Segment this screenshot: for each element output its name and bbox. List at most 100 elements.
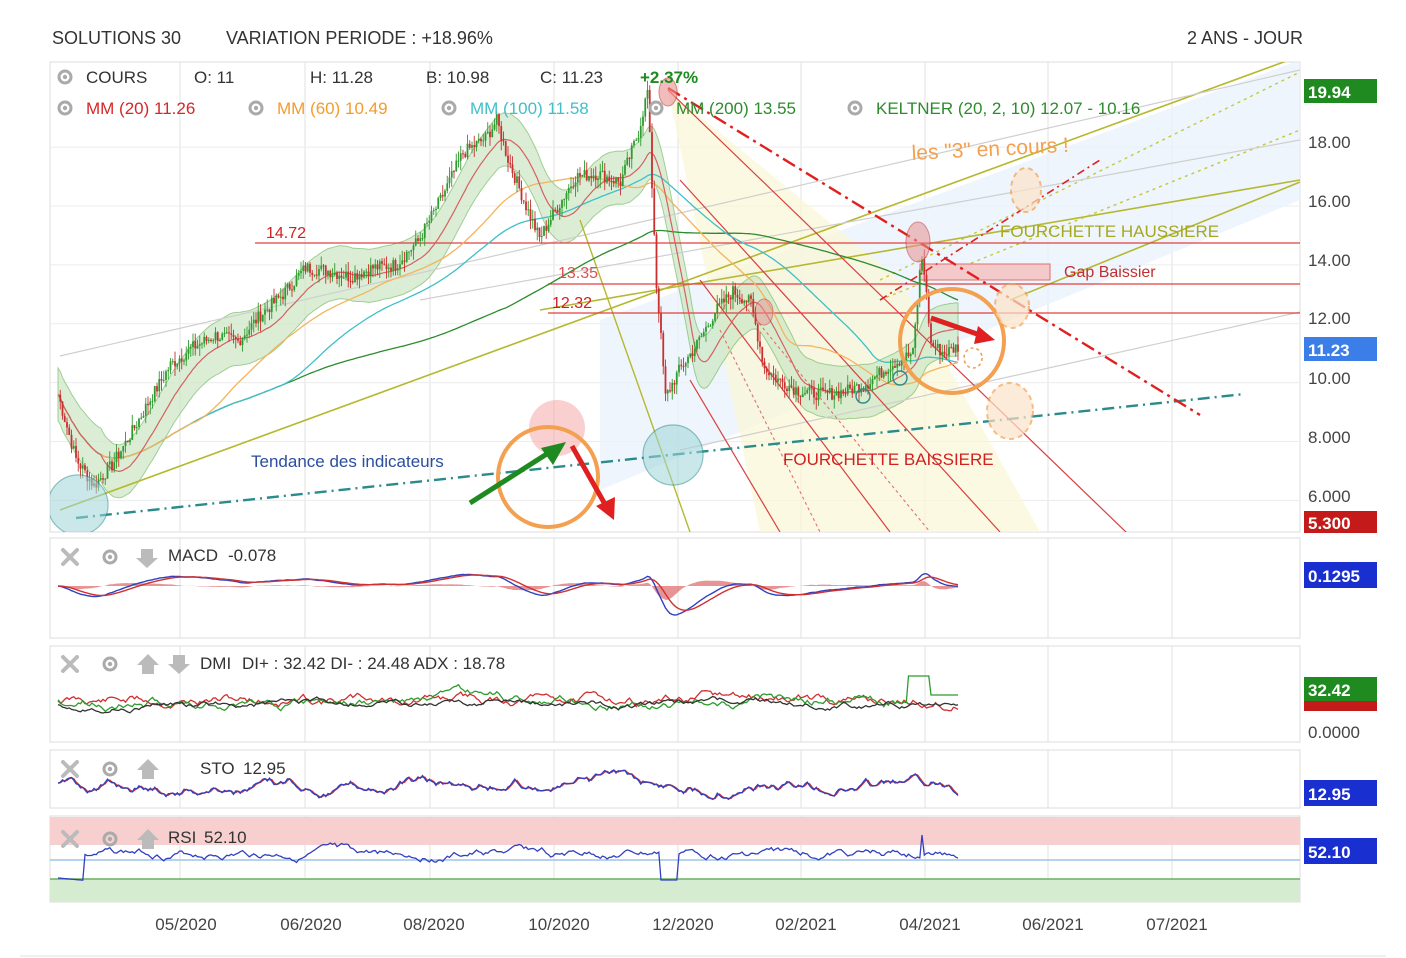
x-tick-07-2021: 07/2021	[1146, 915, 1207, 934]
candle-body	[462, 153, 464, 155]
candle-body	[160, 379, 163, 381]
macd-down-arrow-icon[interactable]	[136, 549, 158, 568]
candle-body	[327, 270, 329, 276]
candle-body	[783, 382, 786, 389]
candle-body	[736, 294, 739, 298]
badge-last	[1304, 337, 1377, 361]
candle-body	[576, 173, 579, 183]
candle-body	[747, 295, 750, 303]
candle-body	[925, 274, 928, 293]
rsi-up-arrow-icon[interactable]	[137, 829, 159, 849]
candle-body	[871, 379, 874, 385]
candle-body	[228, 332, 230, 334]
period-selector[interactable]: 2 ANS - JOUR	[1186, 28, 1303, 48]
candle-body	[324, 265, 327, 276]
candle-body	[594, 175, 597, 181]
candle-body	[693, 349, 696, 356]
candle-body	[876, 375, 878, 377]
candle-body	[813, 387, 815, 398]
candle-body	[205, 336, 208, 341]
gap-baissier-label: Gap Baissier	[1064, 264, 1156, 281]
candle-body	[572, 186, 575, 188]
candle-body	[403, 260, 406, 262]
candle-body	[61, 401, 64, 416]
candle-body	[156, 386, 158, 392]
candle-body	[102, 478, 104, 480]
candle-body	[455, 160, 458, 172]
low-value: B: 10.98	[426, 68, 489, 87]
level-1335-label: 13.35	[558, 265, 598, 282]
candle-body	[840, 390, 842, 399]
candle-body	[646, 90, 649, 99]
sto-up-arrow-icon[interactable]	[137, 759, 159, 779]
level-1232-label: 12.32	[552, 295, 592, 312]
tendance-indicateurs-label: Tendance des indicateurs	[251, 452, 444, 471]
candle-body	[880, 367, 883, 378]
candle-body	[655, 234, 658, 289]
candle-body	[745, 300, 748, 303]
candle-body	[579, 173, 581, 177]
candle-body	[597, 178, 599, 181]
sto-panel[interactable]	[49, 749, 1301, 809]
mm20-line	[57, 138, 959, 473]
candle-body	[270, 298, 273, 313]
candle-body	[592, 175, 595, 179]
candle-body	[273, 298, 275, 304]
badge-high-text: 19.94	[1308, 83, 1351, 102]
candle-body	[763, 361, 766, 369]
candle-body	[203, 336, 206, 344]
candle-body	[466, 143, 469, 158]
candle-body	[376, 264, 379, 270]
dmi-down-arrow-icon[interactable]	[168, 655, 190, 674]
x-tick-12-2020: 12/2020	[652, 915, 713, 934]
candle-body	[243, 335, 246, 339]
candle-body	[306, 263, 309, 272]
candle-body	[234, 336, 237, 339]
dmi-up-arrow-icon[interactable]	[137, 654, 159, 674]
candle-body	[165, 371, 167, 380]
candle-body	[471, 145, 473, 148]
candle-body	[295, 275, 298, 286]
candle-body	[932, 342, 935, 347]
candle-body	[923, 258, 926, 275]
candle-body	[430, 211, 433, 221]
price-tick-12: 12.00	[1308, 309, 1351, 328]
candle-body	[779, 378, 782, 380]
candle-body	[878, 367, 881, 376]
candle-body	[725, 294, 728, 303]
candle-body	[75, 446, 77, 458]
candle-body	[750, 295, 752, 299]
candle-body	[889, 369, 892, 372]
candle-body	[297, 273, 300, 276]
candle-body	[804, 392, 806, 395]
candle-body	[189, 347, 192, 349]
candle-body	[531, 219, 534, 221]
candle-body	[252, 319, 255, 324]
downtrend-line	[667, 86, 1201, 417]
candle-body	[140, 417, 143, 419]
candle-body	[705, 326, 707, 332]
rsi-oversold-zone	[50, 879, 1300, 902]
dmi-panel[interactable]	[49, 645, 1301, 743]
x-tick-02-2021: 02/2021	[775, 915, 836, 934]
candle-body	[394, 260, 397, 271]
candle-body	[183, 360, 185, 362]
candle-body	[662, 332, 665, 367]
candle-body	[709, 325, 712, 327]
candle-body	[196, 345, 199, 349]
candle-body	[144, 403, 147, 416]
candle-body	[801, 394, 804, 397]
candle-body	[914, 324, 917, 349]
candle-body	[554, 209, 557, 211]
candle-body	[239, 340, 242, 346]
candle-body	[599, 171, 602, 179]
candle-body	[450, 171, 453, 178]
candle-body	[864, 385, 867, 390]
candle-body	[788, 385, 791, 392]
candle-body	[198, 343, 201, 346]
candle-body	[765, 368, 768, 373]
candle-body	[673, 382, 676, 385]
candle-body	[459, 153, 462, 161]
candle-body	[131, 425, 134, 440]
